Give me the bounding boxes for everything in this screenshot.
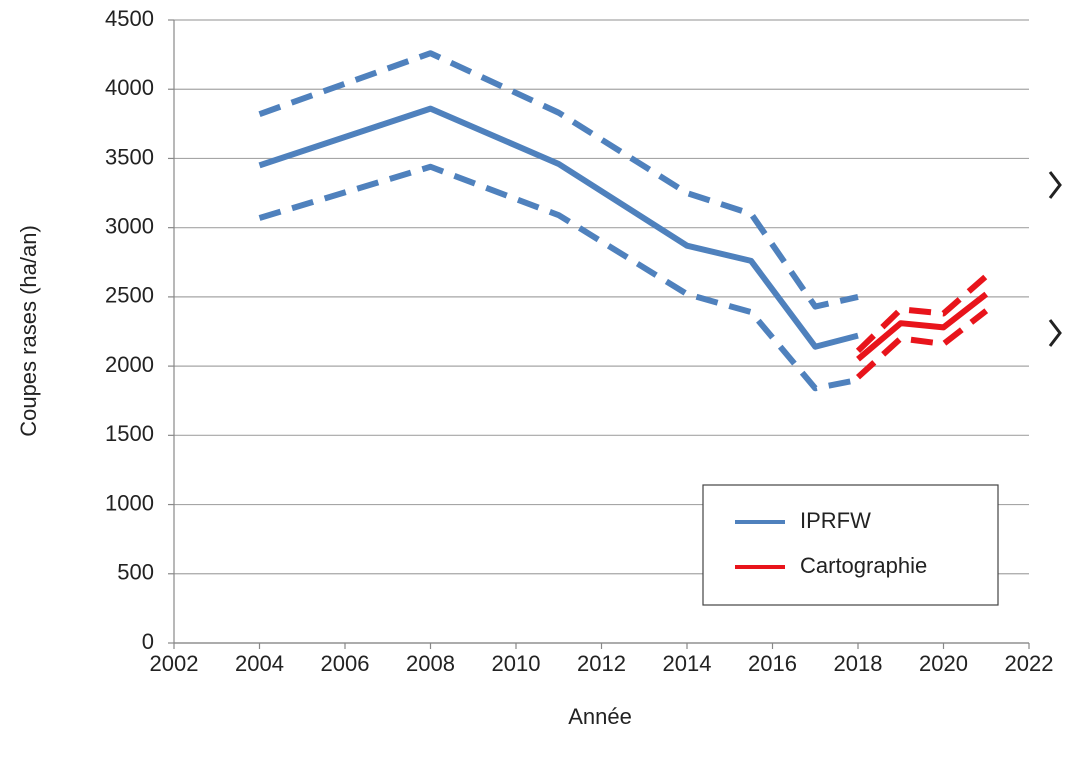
x-tick-label: 2004 xyxy=(235,651,284,676)
y-tick-label: 500 xyxy=(117,560,154,585)
y-tick-label: 1000 xyxy=(105,490,154,515)
legend-box xyxy=(702,484,999,606)
y-tick-label: 2500 xyxy=(105,283,154,308)
legend-label: Cartographie xyxy=(800,553,927,578)
y-tick-label: 2000 xyxy=(105,352,154,377)
x-tick-label: 2014 xyxy=(663,651,712,676)
bound-line xyxy=(855,308,989,380)
x-tick-label: 2008 xyxy=(406,651,455,676)
x-tick-label: 2018 xyxy=(834,651,883,676)
y-tick-label: 1500 xyxy=(105,421,154,446)
x-tick-label: 2022 xyxy=(1005,651,1054,676)
bound-line xyxy=(855,273,989,354)
y-tick-label: 3000 xyxy=(105,213,154,238)
series-line xyxy=(258,105,859,350)
y-tick-label: 4000 xyxy=(105,75,154,100)
x-tick-label: 2020 xyxy=(919,651,968,676)
series-line xyxy=(856,291,989,362)
y-tick-label: 3500 xyxy=(105,144,154,169)
y-tick-label: 4500 xyxy=(105,6,154,31)
bound-line xyxy=(258,50,859,310)
bullet-arrows xyxy=(1048,171,1062,347)
x-tick-label: 2010 xyxy=(492,651,541,676)
y-axis-label: Coupes rases (ha/an) xyxy=(16,225,41,437)
y-tick-label: 0 xyxy=(142,629,154,654)
x-axis-label: Année xyxy=(568,704,632,729)
x-tick-label: 2016 xyxy=(748,651,797,676)
x-tick-label: 2002 xyxy=(150,651,199,676)
x-tick-label: 2006 xyxy=(321,651,370,676)
x-tick-label: 2012 xyxy=(577,651,626,676)
legend-label: IPRFW xyxy=(800,508,871,533)
bound-line xyxy=(258,163,859,392)
